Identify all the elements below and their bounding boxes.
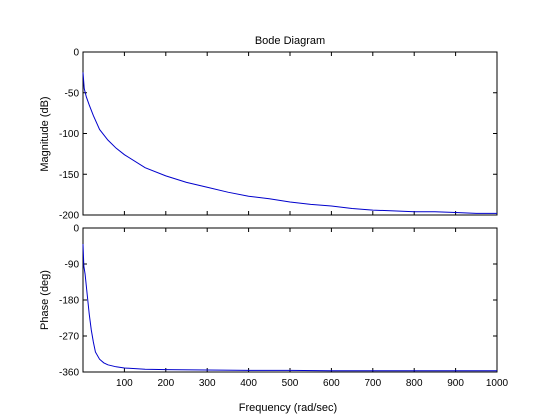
x-tick-label: 600 xyxy=(323,378,340,389)
phase-panel: 0 -90 -180 -270 -360 100 200 300 400 500 600 700 80… xyxy=(39,224,509,390)
x-tick-label: 200 xyxy=(157,378,174,389)
x-tick-label: 900 xyxy=(447,378,464,389)
phase-y-tick-label: 0 xyxy=(73,224,79,235)
phase-x-ticks: 100 200 300 400 500 600 700 800 900 1000 xyxy=(116,228,509,389)
x-tick-label: 1000 xyxy=(486,378,509,389)
phase-series-line xyxy=(82,243,497,372)
magnitude-series-line xyxy=(82,72,497,214)
x-tick-label: 300 xyxy=(199,378,216,389)
phase-y-tick-label: -360 xyxy=(59,368,79,379)
magnitude-y-ticks: 0 -50 -100 -150 -200 xyxy=(59,48,497,222)
phase-y-axis-label: Phase (deg) xyxy=(39,270,51,330)
magnitude-panel: 0 -50 -100 -150 -200 Magnitude (dB) xyxy=(39,48,498,222)
magnitude-x-ticks xyxy=(123,52,498,215)
phase-y-ticks: 0 -90 -180 -270 -360 xyxy=(59,224,497,379)
magnitude-y-axis-label: Magnitude (dB) xyxy=(39,96,51,171)
phase-y-tick-label: -180 xyxy=(59,296,79,307)
phase-y-tick-label: -270 xyxy=(59,332,79,343)
magnitude-axes-box xyxy=(82,51,498,216)
x-tick-label: 100 xyxy=(116,378,133,389)
phase-axes-box xyxy=(82,227,498,373)
x-tick-label: 700 xyxy=(364,378,381,389)
magnitude-y-tick-label: -100 xyxy=(59,129,79,140)
x-axis-label: Frequency (rad/sec) xyxy=(239,402,337,414)
x-tick-label: 800 xyxy=(406,378,423,389)
magnitude-y-tick-label: -50 xyxy=(65,88,80,99)
magnitude-y-tick-label: -150 xyxy=(59,170,79,181)
magnitude-y-tick-label: 0 xyxy=(73,48,79,59)
magnitude-y-tick-label: -200 xyxy=(59,211,79,222)
chart-title: Bode Diagram xyxy=(255,35,325,47)
phase-y-tick-label: -90 xyxy=(65,260,80,271)
x-tick-label: 500 xyxy=(282,378,299,389)
x-tick-label: 400 xyxy=(240,378,257,389)
